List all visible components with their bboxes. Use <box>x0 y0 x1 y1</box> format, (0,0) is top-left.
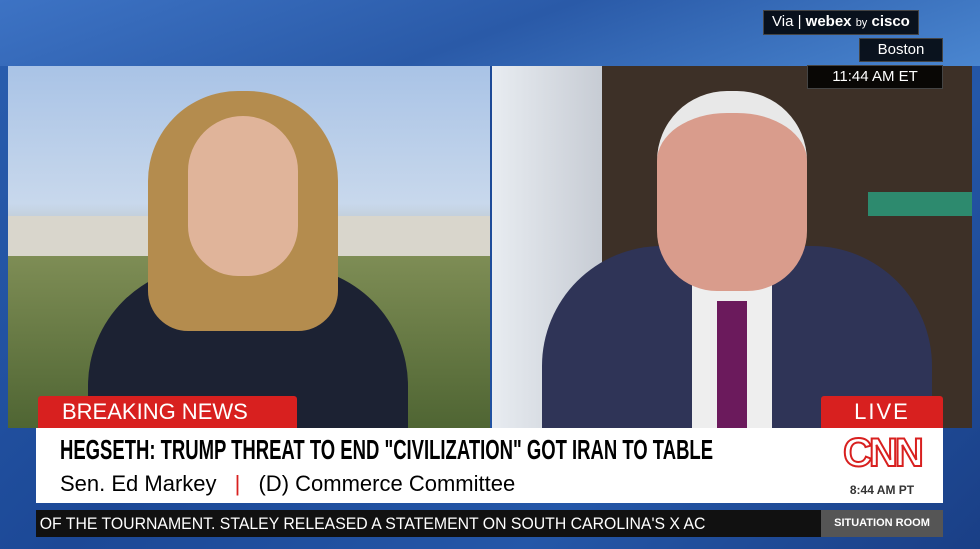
ticker-text: OF THE TOURNAMENT. STALEY RELEASED A STA… <box>39 514 706 533</box>
time-pt-label: 8:44 AM PT <box>849 483 915 497</box>
breaking-news-tab: BREAKING NEWS <box>38 396 297 428</box>
time-et-label: 11:44 AM ET <box>807 65 943 89</box>
lower-third-banner: HEGSETH: TRUMP THREAT TO END "CIVILIZATI… <box>36 428 943 503</box>
anchor-video-feed <box>8 66 490 428</box>
show-name-label: SITUATION ROOM <box>821 510 943 537</box>
book-spine <box>868 192 972 216</box>
separator: | <box>234 471 241 496</box>
guest-tie <box>717 301 747 428</box>
cisco-label: cisco <box>871 13 910 30</box>
by-label: by <box>855 17 868 29</box>
guest-info: Sen. Ed Markey | (D) Commerce Committee <box>60 471 515 497</box>
via-label: Via <box>772 13 794 30</box>
guest-video-feed <box>492 66 972 428</box>
guest-title: (D) Commerce Committee <box>258 471 516 496</box>
location-label: Boston <box>859 38 943 62</box>
webex-badge: Via | webex by cisco <box>763 10 919 35</box>
guest-name: Sen. Ed Markey <box>60 471 217 496</box>
live-tab: LIVE <box>821 396 943 428</box>
news-ticker: OF THE TOURNAMENT. STALEY RELEASED A STA… <box>36 510 821 537</box>
guest-face <box>657 91 807 291</box>
anchor-face <box>188 116 298 276</box>
headline: HEGSETH: TRUMP THREAT TO END "CIVILIZATI… <box>60 434 714 465</box>
cnn-logo: CNN <box>842 430 925 476</box>
webex-label: webex <box>805 13 852 30</box>
